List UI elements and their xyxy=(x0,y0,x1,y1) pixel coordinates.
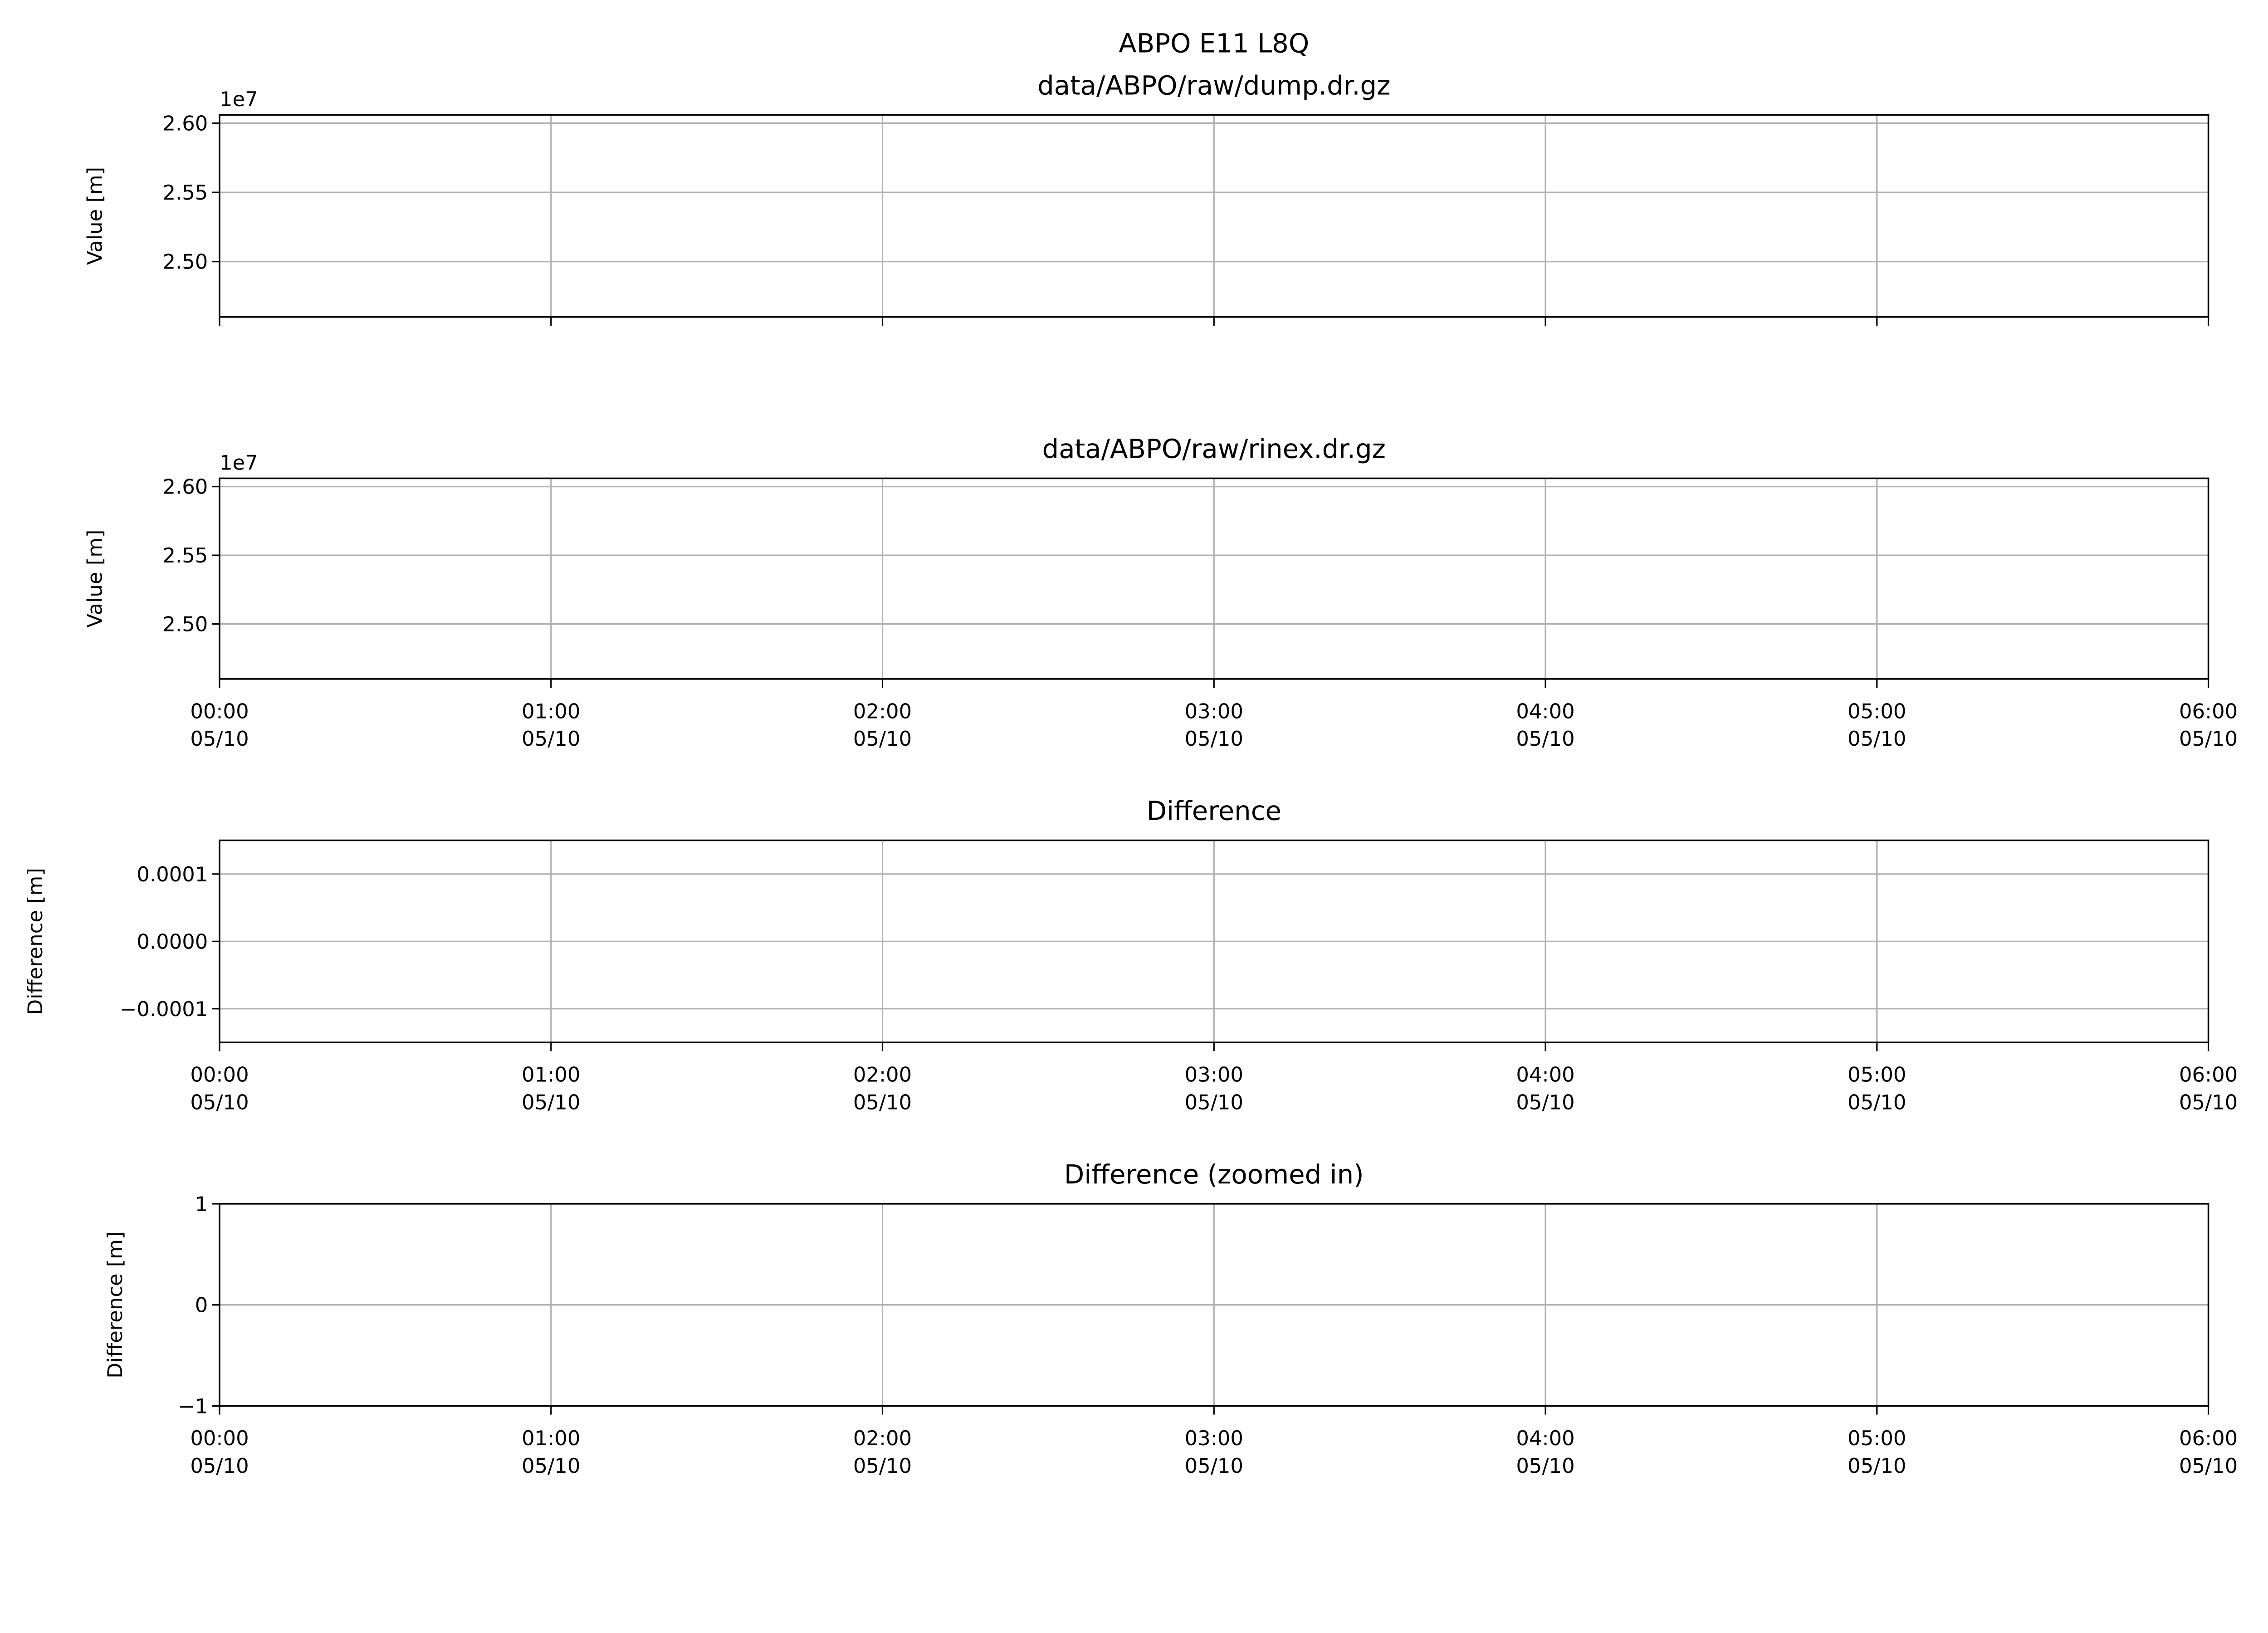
x-tick-label-date: 05/10 xyxy=(1516,1090,1574,1115)
x-tick-label-time: 04:00 xyxy=(1516,1063,1574,1087)
x-tick-label-time: 06:00 xyxy=(2179,1063,2238,1087)
x-tick-label-time: 01:00 xyxy=(522,699,580,723)
x-tick-label-time: 03:00 xyxy=(1185,1426,1243,1450)
x-tick-label-date: 05/10 xyxy=(190,1090,249,1115)
x-tick-label-time: 02:00 xyxy=(853,1426,912,1450)
x-tick-label-time: 03:00 xyxy=(1185,1063,1243,1087)
x-tick-label-time: 02:00 xyxy=(853,699,912,723)
subplot-title: Difference xyxy=(1147,796,1281,826)
x-tick-label-date: 05/10 xyxy=(190,727,249,751)
x-tick-label-date: 05/10 xyxy=(2179,1090,2238,1115)
x-tick-label-time: 05:00 xyxy=(1848,699,1906,723)
x-tick-label-time: 02:00 xyxy=(853,1063,912,1087)
x-tick-label-date: 05/10 xyxy=(2179,727,2238,751)
x-tick-label-time: 00:00 xyxy=(190,1426,249,1450)
y-tick-label: 2.60 xyxy=(162,475,208,499)
x-tick-label-date: 05/10 xyxy=(1185,1454,1243,1478)
axes-frame xyxy=(219,477,2209,680)
y-tick-label: 2.50 xyxy=(162,612,208,636)
subplot-title: data/ABPO/raw/dump.dr.gz xyxy=(1037,70,1390,101)
x-tick-label-date: 05/10 xyxy=(1848,1090,1906,1115)
y-tick-label: −0.0001 xyxy=(120,997,208,1021)
x-tick-label-time: 00:00 xyxy=(190,699,249,723)
x-tick-label-date: 05/10 xyxy=(1185,1090,1243,1115)
y-offset-label: 1e7 xyxy=(220,87,258,111)
subplot-title: Difference (zoomed in) xyxy=(1064,1159,1364,1190)
x-tick-label-time: 04:00 xyxy=(1516,699,1574,723)
subplot-4: −1 0 1 00:00 05/10 01:00 05/10 02:00 05/10 03:00 0… xyxy=(103,1159,2238,1478)
y-tick-label: 2.55 xyxy=(162,543,208,567)
y-axis-label: Value [m] xyxy=(83,530,107,628)
x-tick-label-time: 01:00 xyxy=(522,1426,580,1450)
y-tick-label: 0.0001 xyxy=(137,862,208,886)
x-tick-label-time: 06:00 xyxy=(2179,699,2238,723)
x-tick-label-time: 04:00 xyxy=(1516,1426,1574,1450)
x-tick-label-time: 05:00 xyxy=(1848,1426,1906,1450)
x-tick-label-time: 03:00 xyxy=(1185,699,1243,723)
y-axis-label: Difference [m] xyxy=(103,1231,127,1378)
x-tick-label-date: 05/10 xyxy=(522,727,580,751)
subplot-3: −0.0001 0.0000 0.0001 00:00 05/10 01:00 05/10 0… xyxy=(23,796,2238,1115)
y-tick-label: 2.50 xyxy=(162,250,208,274)
y-tick-label: 2.55 xyxy=(162,181,208,205)
x-tick-label-time: 05:00 xyxy=(1848,1063,1906,1087)
x-tick-label-date: 05/10 xyxy=(853,1454,912,1478)
y-tick-label: 0 xyxy=(195,1293,208,1317)
y-tick-label: 1 xyxy=(195,1192,208,1216)
x-tick-label-date: 05/10 xyxy=(2179,1454,2238,1478)
x-tick-label-date: 05/10 xyxy=(522,1090,580,1115)
y-axis-label: Difference [m] xyxy=(23,868,47,1015)
x-tick-label-date: 05/10 xyxy=(1516,727,1574,751)
x-tick-label-time: 00:00 xyxy=(190,1063,249,1087)
figure-suptitle: ABPO E11 L8Q xyxy=(1119,28,1309,59)
subplot-2: 2.50 2.55 2.60 00:00 05/10 01:00 05/10 02:00 05/… xyxy=(83,434,2238,751)
y-axis-label: Value [m] xyxy=(83,167,107,265)
x-tick-label-date: 05/10 xyxy=(853,1090,912,1115)
x-tick-label-date: 05/10 xyxy=(1848,1454,1906,1478)
y-offset-label: 1e7 xyxy=(220,450,258,474)
subplots: 2.50 2.55 2.60 data/ABPO/raw/dump.dr.gz 1e7 V… xyxy=(23,70,2238,1477)
y-tick-label: −1 xyxy=(178,1394,208,1418)
x-tick-label-date: 05/10 xyxy=(1516,1454,1574,1478)
subplot-title: data/ABPO/raw/rinex.dr.gz xyxy=(1042,434,1386,464)
y-tick-label: 2.60 xyxy=(162,112,208,136)
x-tick-label-time: 06:00 xyxy=(2179,1426,2238,1450)
x-tick-label-date: 05/10 xyxy=(1185,727,1243,751)
x-tick-label-date: 05/10 xyxy=(853,727,912,751)
x-tick-label-time: 01:00 xyxy=(522,1063,580,1087)
subplot-1: 2.50 2.55 2.60 data/ABPO/raw/dump.dr.gz 1e7 V… xyxy=(83,70,2209,326)
figure: ABPO E11 L8Q 2.50 2.55 2.60 data/ABPO/raw/d… xyxy=(23,28,2238,1477)
x-tick-label-date: 05/10 xyxy=(190,1454,249,1478)
x-tick-label-date: 05/10 xyxy=(522,1454,580,1478)
y-tick-label: 0.0000 xyxy=(137,929,208,953)
x-tick-label-date: 05/10 xyxy=(1848,727,1906,751)
